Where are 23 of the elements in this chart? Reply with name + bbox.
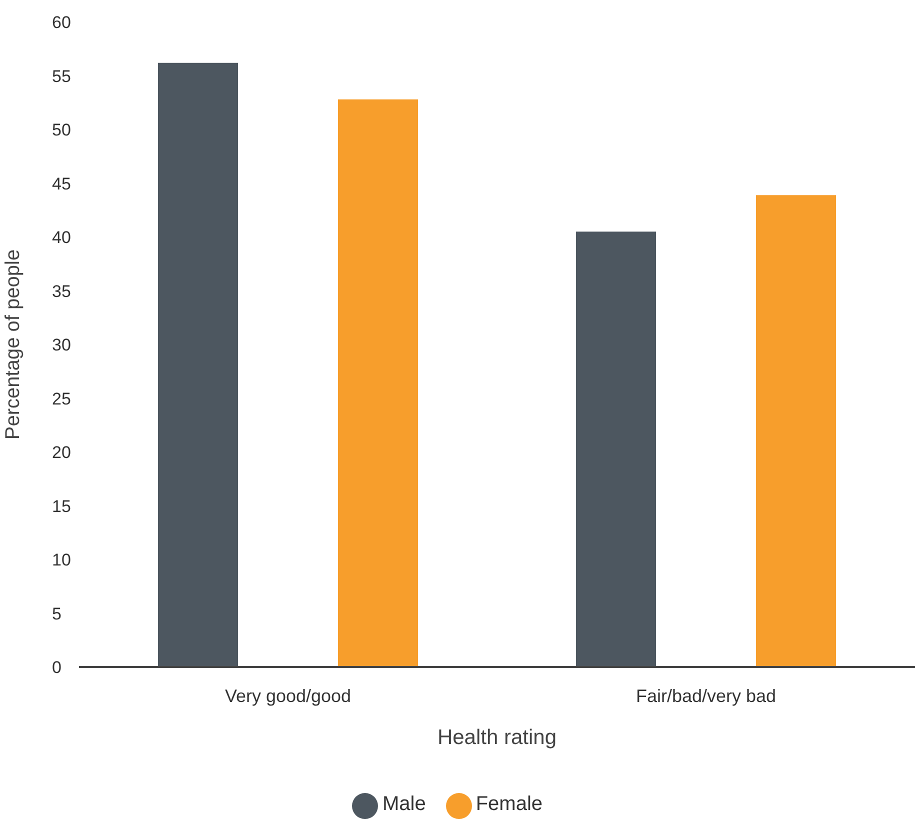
bar bbox=[158, 62, 238, 667]
y-tick-label: 5 bbox=[52, 604, 62, 624]
y-axis-title: Percentage of people bbox=[2, 249, 24, 440]
y-tick-label: 35 bbox=[52, 282, 71, 301]
y-tick-label: 60 bbox=[52, 13, 71, 32]
x-axis-title: Health rating bbox=[437, 726, 557, 749]
y-tick-label: 40 bbox=[52, 228, 71, 247]
y-tick-label: 25 bbox=[52, 389, 71, 408]
y-tick-label: 10 bbox=[52, 550, 71, 570]
y-tick-label: 30 bbox=[52, 336, 71, 354]
legend-label: Female bbox=[476, 793, 543, 816]
y-tick-label: 0 bbox=[52, 658, 62, 677]
x-tick-label: Fair/bad/very bad bbox=[636, 686, 776, 706]
bar bbox=[756, 195, 836, 667]
bar bbox=[338, 99, 418, 667]
legend-label: Male bbox=[382, 793, 426, 816]
y-tick-label: 20 bbox=[52, 443, 71, 462]
y-tick-label: 50 bbox=[52, 120, 71, 140]
y-tick-label: 45 bbox=[52, 174, 71, 194]
bar bbox=[576, 232, 656, 667]
y-tick-label: 15 bbox=[52, 496, 71, 516]
y-tick-label: 55 bbox=[52, 66, 71, 86]
x-tick-label: Very good/good bbox=[224, 686, 352, 706]
